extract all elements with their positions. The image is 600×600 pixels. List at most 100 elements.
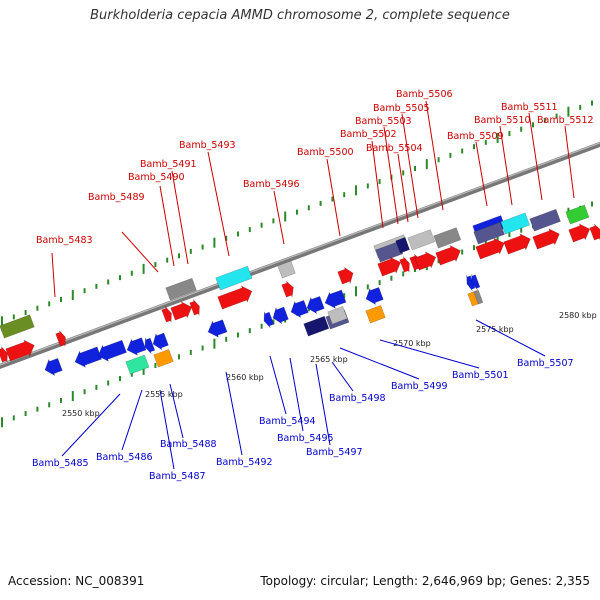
gene-leader-line [169,383,184,439]
gene-leader-line [475,141,488,207]
gene-feature [399,256,410,273]
ruler-label: 2565 kbp [310,355,348,364]
gene-feature [165,277,197,301]
gene-feature [161,306,172,323]
gene-feature [377,256,401,277]
gene-label-top: Bamb_5493 [179,140,236,151]
gene-label-top: Bamb_5506 [396,89,453,100]
gene-leader-line [121,389,143,451]
gene-leader-line [159,389,175,470]
gene-label-top: Bamb_5489 [88,192,145,203]
gene-feature [568,223,591,243]
gene-feature [0,314,35,339]
gene-feature [433,227,462,249]
gene-feature [153,349,174,368]
gene-leader-line [159,185,175,267]
gene-feature [375,241,404,263]
gene-feature [306,296,325,315]
gene-label-top: Bamb_5512 [537,115,594,126]
gene-leader-line [339,347,420,380]
gene-feature [503,233,531,255]
gene-leader-line [269,355,287,415]
gene-label-bottom: Bamb_5499 [391,381,448,392]
gene-label-top: Bamb_5510 [474,115,531,126]
ruler-label: 2560 kbp [226,373,264,382]
gene-feature [324,289,347,309]
gene-label-bottom: Bamb_5487 [149,471,206,482]
gene-feature [365,287,384,306]
gene-leader-line [315,363,331,446]
ruler-label: 2580 kbp [559,311,597,320]
gene-label-top: Bamb_5504 [366,143,423,154]
gene-leader-line [425,100,444,211]
accession-text: Accession: NC_008391 [8,574,145,588]
gene-label-top: Bamb_5490 [128,172,185,183]
gene-feature [207,319,228,338]
gene-feature [414,251,437,271]
gene-label-bottom: Bamb_5507 [517,358,574,369]
gene-feature [74,346,102,368]
gene-feature [589,223,600,241]
gene-feature [532,228,560,250]
gene-label-bottom: Bamb_5498 [329,393,386,404]
gene-leader-line [326,158,341,237]
gene-label-top: Bamb_5483 [36,235,93,246]
gene-feature [217,285,253,310]
topology-summary: Topology: circular; Length: 2,646,969 bp… [260,574,590,588]
chromosome-backbone [0,141,600,369]
gene-leader-line [171,170,189,265]
gene-leader-line [273,190,285,245]
gene-feature [473,221,505,245]
gene-label-top: Bamb_5491 [140,159,197,170]
gene-feature [407,229,436,251]
gene-feature [473,289,484,305]
gene-leader-line [397,153,409,223]
gene-leader-line [371,140,384,229]
gene-leader-line [528,112,543,201]
gene-leader-line [61,393,121,457]
gene-feature [565,204,590,225]
gene-label-bottom: Bamb_5495 [277,433,334,444]
gene-feature [395,237,410,254]
gene-feature [97,339,127,362]
gene-label-top: Bamb_5502 [340,129,397,140]
gene-label-bottom: Bamb_5501 [452,370,509,381]
gene-feature [327,306,348,325]
gene-feature [0,346,8,363]
gene-feature [126,337,147,356]
gene-label-bottom: Bamb_5486 [96,452,153,463]
gene-feature [529,208,561,232]
gene-label-top: Bamb_5496 [243,179,300,190]
gene-label-bottom: Bamb_5488 [160,439,217,450]
gene-label-bottom: Bamb_5497 [306,447,363,458]
gene-leader-line [401,113,419,219]
gene-feature [5,339,35,362]
gene-leader-line [51,252,56,298]
gene-label-top: Bamb_5511 [501,102,558,113]
gene-feature [290,300,309,319]
gene-feature [281,280,294,298]
chromosome-backbone-highlight [0,142,600,366]
gene-feature [189,299,200,316]
gene-feature [475,237,505,260]
gene-feature [144,337,156,354]
gene-leader-line [331,361,354,392]
ruler-label: 2570 kbp [393,339,431,348]
gene-feature [500,212,530,235]
gene-feature [215,265,253,291]
gene-leader-line [225,371,243,456]
gene-leader-line [383,126,399,225]
gene-label-top: Bamb_5500 [297,147,354,158]
gene-leader-line [499,125,513,206]
gene-feature [152,332,169,351]
gene-leader-line [289,357,304,432]
gene-label-top: Bamb_5505 [373,103,430,114]
gene-leader-line [207,151,230,257]
gene-feature [55,330,66,347]
gene-leader-line [121,231,159,273]
gene-label-bottom: Bamb_5485 [32,458,89,469]
map-title: Burkholderia cepacia AMMD chromosome 2, … [90,8,510,23]
gene-feature [44,358,63,377]
gene-label-bottom: Bamb_5492 [216,457,273,468]
